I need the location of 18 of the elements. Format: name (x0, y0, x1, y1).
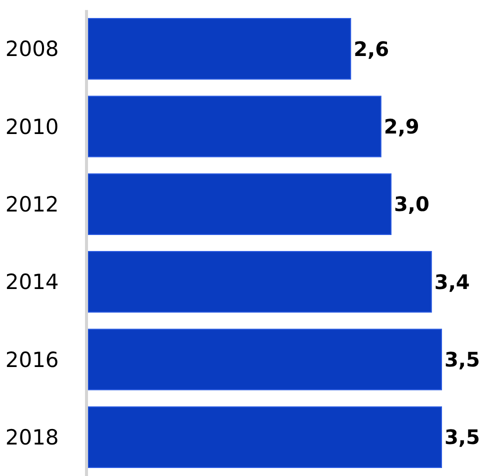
data-label: 2,9 (384, 114, 420, 138)
y-tick-label: 2012 (5, 192, 59, 217)
y-tick-label: 2014 (5, 270, 59, 294)
y-tick-label: 2008 (5, 37, 59, 62)
y-tick-label: 2016 (5, 348, 59, 372)
bar (88, 328, 442, 390)
bar (88, 406, 442, 468)
data-label: 3,0 (394, 192, 430, 216)
data-label: 2,6 (354, 36, 390, 61)
bar (88, 173, 392, 235)
data-label: 3,5 (444, 348, 480, 372)
bar (88, 96, 382, 158)
y-tick-label: 2010 (5, 114, 59, 139)
bar (88, 18, 352, 80)
bar (88, 251, 432, 313)
data-label: 3,5 (444, 425, 480, 450)
y-tick-label: 2018 (5, 426, 59, 450)
data-label: 3,4 (434, 270, 470, 294)
